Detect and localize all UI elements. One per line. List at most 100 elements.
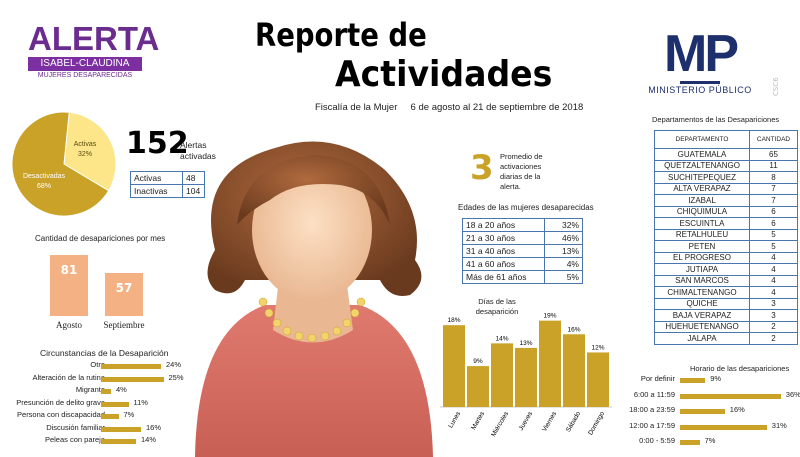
circumstance-value: 14% bbox=[141, 435, 157, 444]
day-bar-label: Lunes bbox=[447, 410, 462, 429]
table-row: SUCHITEPEQUEZ 8 bbox=[654, 171, 798, 184]
day-bar-label: Viernes bbox=[541, 410, 558, 433]
table-row: 18 a 20 años 32% bbox=[462, 218, 583, 232]
circumstance-bar bbox=[101, 376, 164, 382]
pie-pct-desactivadas: 68% bbox=[37, 183, 51, 190]
table-row: ALTA VERAPAZ 7 bbox=[654, 182, 798, 195]
dept-name-cell: GUATEMALA bbox=[654, 148, 750, 161]
dept-name-cell: QUETZALTENANGO bbox=[654, 159, 750, 172]
dept-qty-cell: 4 bbox=[749, 251, 798, 264]
day-bar-value: 16% bbox=[567, 326, 580, 333]
logo-isabel-text: ISABEL-CLAUDINA bbox=[28, 57, 142, 71]
circumstance-bar bbox=[101, 414, 119, 419]
logo-alerta-text: ALERTA bbox=[28, 20, 160, 57]
table-row: RETALHULEU 5 bbox=[654, 228, 798, 241]
mp-logo: MP MINISTERIO PÚBLICO bbox=[640, 28, 760, 100]
dept-qty-cell: 6 bbox=[749, 217, 798, 230]
dept-name-cell: IZABAL bbox=[654, 194, 750, 207]
circumstance-bar bbox=[101, 401, 129, 407]
table-row: BAJA VERAPAZ 3 bbox=[654, 309, 798, 322]
monthly-chart-title: Cantidad de desapariciones por mes bbox=[35, 234, 166, 243]
day-bar-label: Domingo bbox=[587, 410, 606, 436]
dept-name-cell: SUCHITEPEQUEZ bbox=[654, 171, 750, 184]
dept-qty-cell: 7 bbox=[749, 194, 798, 207]
schedule-bar bbox=[680, 393, 781, 399]
month-bar-label: Septiembre bbox=[103, 320, 145, 330]
days-title-line2: desaparición bbox=[475, 307, 519, 316]
alerts-total-label: Alertas activadas bbox=[180, 140, 216, 162]
circumstance-bar bbox=[101, 364, 161, 369]
circumstance-value: 25% bbox=[168, 372, 184, 382]
mp-logo-divider bbox=[680, 81, 720, 84]
age-range-cell: 41 a 60 años bbox=[462, 257, 545, 271]
schedule-label: 12:00 a 17:59 bbox=[629, 420, 675, 430]
table-row: Más de 61 años 5% bbox=[462, 270, 583, 284]
mp-logo-letters: MP bbox=[664, 25, 739, 83]
dept-qty-cell: 65 bbox=[749, 148, 798, 161]
day-bar bbox=[563, 334, 585, 407]
departments-title: Departamentos de las Desapariciones bbox=[652, 115, 780, 124]
age-pct-cell: 5% bbox=[544, 270, 583, 284]
day-bar-value: 19% bbox=[543, 313, 556, 320]
dept-name-cell: ALTA VERAPAZ bbox=[654, 182, 750, 195]
schedule-label: 6:00 a 11:59 bbox=[633, 389, 675, 399]
pie-slice-1 bbox=[11, 111, 110, 217]
circumstances-title: Circunstancias de la Desaparición bbox=[40, 348, 169, 358]
circumstance-label: Migrante bbox=[75, 385, 105, 394]
circumstance-label: Presunción de delito grave bbox=[16, 397, 105, 407]
alerts-status-table: Activas 48 Inactivas 104 bbox=[130, 171, 205, 198]
circumstance-label: Alteración de la rutina bbox=[32, 372, 105, 382]
day-bar bbox=[539, 320, 561, 407]
table-row: QUETZALTENANGO 11 bbox=[654, 159, 798, 172]
table-row: EL PROGRESO 4 bbox=[654, 251, 798, 264]
age-pct-cell: 32% bbox=[544, 218, 583, 232]
header-dept: DEPARTAMENTO bbox=[654, 130, 750, 149]
schedule-chart: Por definir 9% 6:00 a 11:59 36% 18:00 a 23:5… bbox=[615, 372, 800, 452]
monthly-chart: 81 Agosto 57 Septiembre bbox=[40, 248, 160, 338]
day-bar bbox=[443, 325, 465, 407]
age-range-cell: Más de 61 años bbox=[462, 270, 545, 284]
dept-name-cell: RETALHULEU bbox=[654, 228, 750, 241]
schedule-value: 36% bbox=[785, 389, 800, 399]
circumstance-value: 4% bbox=[116, 385, 127, 394]
age-range-cell: 31 a 40 años bbox=[462, 244, 545, 258]
schedule-label: 18:00 a 23:59 bbox=[629, 405, 675, 414]
day-bar-label: Martes bbox=[470, 410, 486, 431]
circumstance-value: 11% bbox=[133, 397, 148, 407]
day-bar bbox=[587, 352, 609, 407]
pie-label-desactivadas: Desactivadas bbox=[23, 173, 66, 180]
circumstances-chart: Otro 24% Alteración de la rutina 25% Migrant… bbox=[0, 360, 210, 450]
ages-title: Edades de las mujeres desaparecidas bbox=[458, 203, 594, 212]
dept-qty-cell: 4 bbox=[749, 274, 798, 287]
table-row: HUEHUETENANGO 2 bbox=[654, 320, 798, 333]
circumstance-bar bbox=[101, 389, 111, 394]
day-bar-value: 12% bbox=[591, 344, 604, 351]
circumstance-label: Persona con discapacidad bbox=[17, 410, 105, 419]
logo-mujeres-text: MUJERES DESAPARECIDAS bbox=[37, 72, 133, 79]
table-row: IZABAL 7 bbox=[654, 194, 798, 207]
alerts-total: 152 bbox=[126, 126, 189, 161]
dept-qty-cell: 11 bbox=[749, 159, 798, 172]
woman-illustration bbox=[195, 141, 433, 457]
dept-name-cell: BAJA VERAPAZ bbox=[654, 309, 750, 322]
table-cell: 104 bbox=[182, 184, 205, 198]
pie-pct-activas: 32% bbox=[78, 151, 92, 158]
table-row: 21 a 30 años 46% bbox=[462, 231, 583, 245]
dept-name-cell: JALAPA bbox=[654, 332, 750, 345]
table-row: ESCUINTLA 6 bbox=[654, 217, 798, 230]
alerts-label-line2: activadas bbox=[180, 151, 216, 161]
day-bar-value: 18% bbox=[447, 317, 460, 324]
age-range-cell: 18 a 20 años bbox=[462, 218, 545, 232]
circumstance-value: 24% bbox=[166, 360, 182, 369]
age-range-cell: 21 a 30 años bbox=[462, 231, 545, 245]
circumstance-value: 16% bbox=[146, 422, 162, 432]
dept-qty-cell: 5 bbox=[749, 240, 798, 253]
dept-name-cell: ESCUINTLA bbox=[654, 217, 750, 230]
days-chart: Días de las desaparición 18% Lunes 9% Marte… bbox=[440, 295, 615, 445]
table-row: CHIQUIMULA 6 bbox=[654, 205, 798, 218]
table-row: PETEN 5 bbox=[654, 240, 798, 253]
dept-qty-cell: 8 bbox=[749, 171, 798, 184]
daily-average-number: 3 bbox=[470, 148, 494, 188]
status-pie-chart: Activas 32% Desactivadas 68% bbox=[11, 111, 117, 217]
circumstance-label: Otro bbox=[90, 360, 105, 369]
